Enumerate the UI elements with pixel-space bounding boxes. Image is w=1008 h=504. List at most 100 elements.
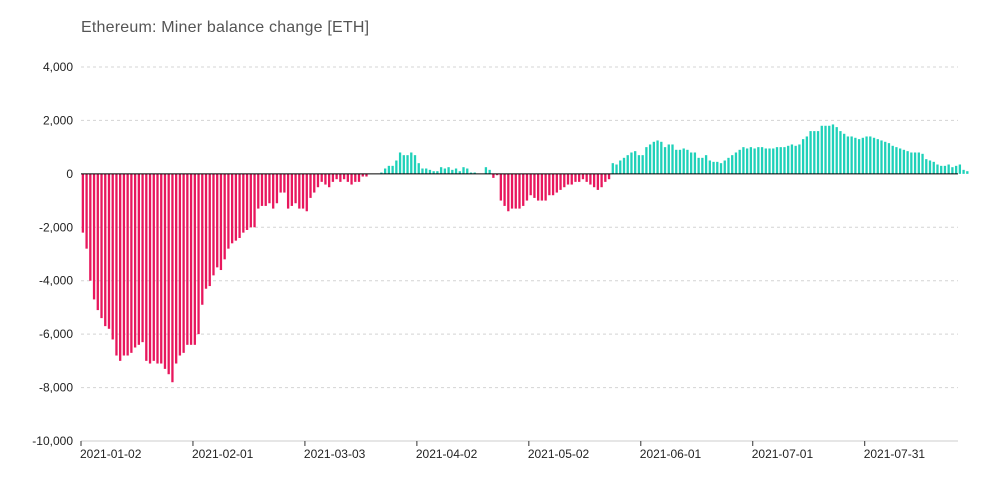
bar [522,173,525,206]
bar [738,149,741,174]
y-tick-label: -2,000 [39,220,73,234]
bar [100,173,103,319]
bar [462,167,465,174]
bar [204,173,208,289]
bar [451,169,454,174]
bar [533,173,536,198]
bar [458,171,461,174]
bar [443,168,447,174]
bar [843,133,846,174]
bar [234,173,238,241]
x-tick-label: 2021-01-02 [80,447,142,461]
bar [779,147,782,174]
bar [410,152,413,174]
bar [133,173,137,348]
bar [947,164,950,174]
bar [925,159,928,174]
bar [189,173,193,345]
bar [768,148,771,174]
bar [962,169,965,174]
bar [425,168,428,174]
bar [839,131,842,174]
bar [622,157,626,174]
bar [223,173,226,260]
bar [913,152,917,174]
bar [145,173,148,361]
bar [753,148,756,174]
bar [182,173,185,353]
bar [216,173,219,268]
bar [581,173,585,180]
bar [652,141,655,174]
bar [111,173,114,340]
bar [891,145,894,174]
bar [92,173,96,300]
bar [869,136,872,174]
bar [495,173,499,176]
bar [648,144,652,174]
bar [432,171,435,174]
bar [339,173,342,182]
bar [723,160,726,174]
y-tick-label: -4,000 [39,274,73,288]
bar [749,147,753,174]
bar [96,173,99,311]
bar [708,160,711,174]
bar [917,152,920,174]
bar [846,136,850,174]
bar [548,173,551,196]
bar [227,173,230,249]
bar [921,153,924,174]
bar [212,173,215,276]
x-tick-label: 2021-03-03 [304,447,366,461]
bar [208,173,211,287]
bar [563,173,566,188]
bar [690,152,693,174]
bar [686,149,689,174]
bar [499,173,502,201]
bar [249,173,252,228]
bar [731,155,734,174]
bar [958,164,962,174]
bar [712,161,715,174]
x-tick-label: 2021-02-01 [192,447,254,461]
bar [436,171,439,174]
bar [630,152,633,174]
bar [615,164,618,174]
bar [242,173,245,233]
bar [320,173,323,182]
bar [775,147,779,174]
bar [716,161,719,174]
bar [940,165,943,174]
bar [383,168,387,174]
bar [130,173,133,353]
bar [902,149,906,174]
bar [171,173,174,383]
x-tick-label: 2021-06-01 [640,447,702,461]
bar [89,173,92,281]
bar [313,173,316,193]
bar [193,173,196,345]
bar [175,173,178,364]
bar [570,173,573,185]
bar [492,173,495,178]
bar [578,173,581,182]
bar [551,173,555,196]
bar [186,173,189,345]
bar [764,148,767,174]
bar [507,173,510,212]
y-tick-label: -8,000 [39,381,73,395]
bar [585,173,588,182]
bar [238,173,241,238]
x-tick-label: 2021-07-31 [864,447,926,461]
bar [850,136,853,174]
bar [473,172,476,174]
bar [413,155,417,174]
bar [283,173,286,193]
bar [197,173,200,335]
bar [932,161,935,174]
bar [328,173,331,188]
bar [119,173,122,361]
bar [447,167,450,174]
bar [503,173,506,206]
